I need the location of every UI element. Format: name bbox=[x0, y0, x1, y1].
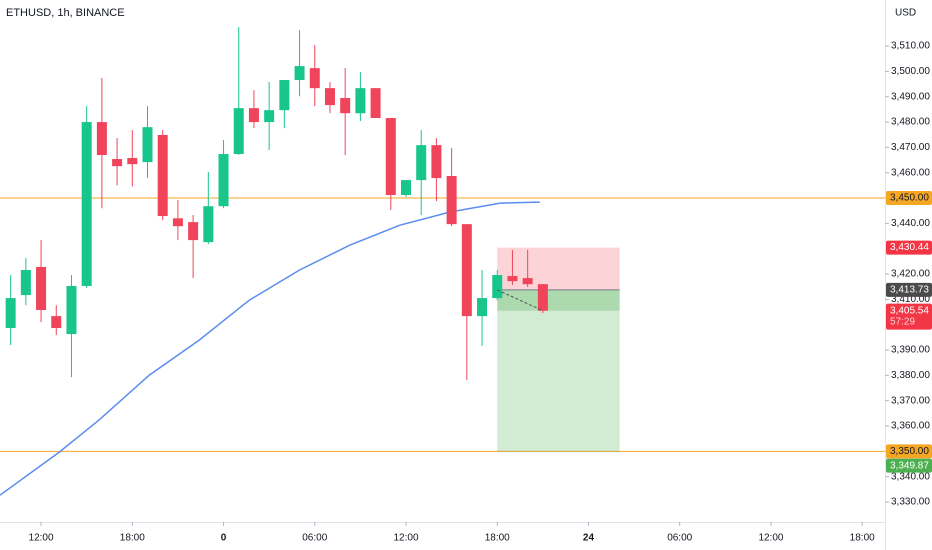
candle-body bbox=[248, 108, 259, 123]
y-tick-label: 3,390.00 bbox=[891, 345, 930, 356]
y-tick-label: 3,370.00 bbox=[891, 395, 930, 406]
x-tick-label: 06:00 bbox=[302, 533, 327, 544]
target-label-bg bbox=[886, 458, 932, 473]
y-tick-label: 3,460.00 bbox=[891, 167, 930, 178]
candle-body bbox=[127, 158, 138, 165]
trade-path bbox=[497, 289, 544, 312]
currency-label[interactable]: USD bbox=[895, 8, 916, 19]
candle-body bbox=[264, 110, 275, 123]
candle-body bbox=[355, 88, 366, 114]
y-tick-label: 3,500.00 bbox=[891, 66, 930, 77]
candle-body bbox=[5, 298, 16, 328]
candle-body bbox=[537, 284, 548, 311]
candle-body bbox=[431, 145, 442, 179]
x-tick-label: 18:00 bbox=[850, 533, 875, 544]
candle-body bbox=[112, 159, 123, 167]
candle-body bbox=[370, 88, 381, 119]
x-tick-label: 0 bbox=[221, 533, 227, 544]
candle-body bbox=[294, 66, 305, 81]
x-tick-label: 24 bbox=[583, 533, 595, 544]
candle-body bbox=[233, 108, 244, 154]
target-label: 3,349.87 bbox=[890, 460, 929, 471]
candle-body bbox=[66, 285, 77, 335]
y-tick-label: 3,510.00 bbox=[891, 41, 930, 52]
moving-average bbox=[0, 201, 540, 496]
current-label: 3,405.54 bbox=[890, 305, 929, 316]
candle-body bbox=[492, 275, 503, 299]
candle-body bbox=[522, 278, 533, 285]
target-zone bbox=[497, 289, 620, 452]
candle-body bbox=[51, 316, 62, 328]
stop-zone bbox=[497, 247, 620, 290]
chart-title: ETHUSD, 1h, BINANCE bbox=[6, 7, 125, 19]
x-tick-label: 06:00 bbox=[667, 533, 692, 544]
level-label: 3,350.00 bbox=[890, 446, 929, 457]
candle-body bbox=[157, 134, 168, 217]
current-label-bg bbox=[886, 303, 932, 330]
level-label-bg bbox=[886, 444, 932, 459]
y-tick-label: 3,330.00 bbox=[891, 497, 930, 508]
y-tick-label: 3,360.00 bbox=[891, 421, 930, 432]
candle-body bbox=[401, 180, 412, 196]
plot-area bbox=[0, 27, 885, 496]
level-label-bg bbox=[886, 191, 932, 206]
candle-body bbox=[218, 153, 229, 207]
open-profit bbox=[497, 289, 620, 311]
candle-body bbox=[385, 118, 396, 196]
candle-body bbox=[142, 127, 153, 163]
candle-body bbox=[279, 80, 290, 111]
candle-body bbox=[188, 222, 199, 241]
y-tick-label: 3,440.00 bbox=[891, 218, 930, 229]
y-tick-label: 3,490.00 bbox=[891, 91, 930, 102]
candle-body bbox=[81, 122, 92, 286]
x-tick-label: 12:00 bbox=[393, 533, 418, 544]
x-tick-label: 18:00 bbox=[120, 533, 145, 544]
candle-body bbox=[416, 145, 427, 181]
y-tick-label: 3,410.00 bbox=[891, 294, 930, 305]
candle-body bbox=[340, 98, 351, 114]
x-tick-label: 12:00 bbox=[758, 533, 783, 544]
y-tick-label: 3,420.00 bbox=[891, 269, 930, 280]
x-tick-label: 12:00 bbox=[29, 533, 54, 544]
entry-label-bg bbox=[886, 282, 932, 297]
candle-body bbox=[446, 176, 457, 225]
y-tick-label: 3,340.00 bbox=[891, 471, 930, 482]
x-tick-label: 18:00 bbox=[485, 533, 510, 544]
candle-body bbox=[203, 206, 214, 243]
y-tick-label: 3,480.00 bbox=[891, 117, 930, 128]
candle-body bbox=[324, 88, 335, 106]
candle-body bbox=[20, 269, 31, 296]
candle-body bbox=[309, 68, 320, 89]
stop-label: 3,430.44 bbox=[890, 242, 929, 253]
countdown-label: 57:29 bbox=[890, 316, 915, 327]
level-label: 3,450.00 bbox=[890, 193, 929, 204]
y-tick-label: 3,380.00 bbox=[891, 370, 930, 381]
candle-body bbox=[477, 298, 488, 317]
candle-body bbox=[461, 224, 472, 317]
candle-body bbox=[172, 218, 183, 227]
stop-label-bg bbox=[886, 240, 932, 255]
candle-body bbox=[36, 266, 47, 311]
y-tick-label: 3,470.00 bbox=[891, 142, 930, 153]
entry-label: 3,413.73 bbox=[890, 285, 929, 296]
candle-body bbox=[96, 122, 107, 156]
candle-body bbox=[507, 276, 518, 282]
